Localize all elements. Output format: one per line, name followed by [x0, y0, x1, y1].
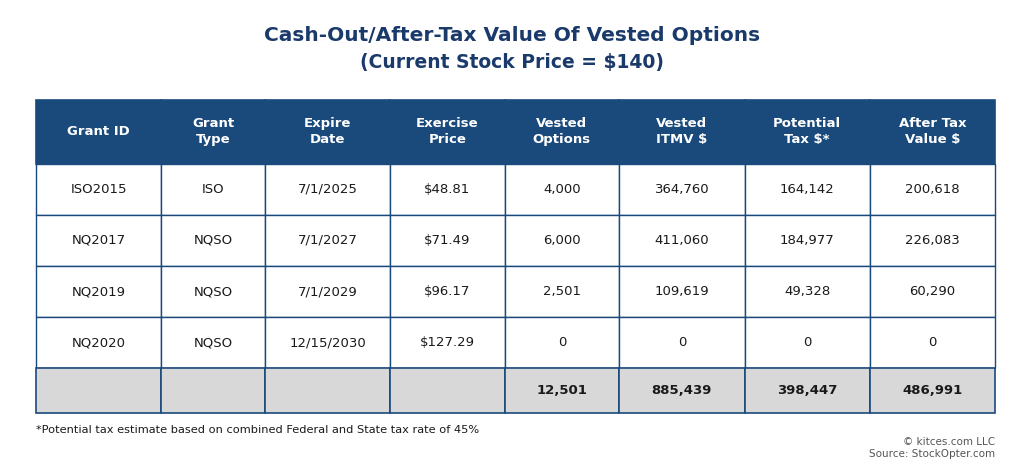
FancyBboxPatch shape	[870, 317, 995, 368]
FancyBboxPatch shape	[161, 368, 265, 413]
FancyBboxPatch shape	[620, 164, 744, 215]
FancyBboxPatch shape	[744, 266, 870, 317]
Text: *Potential tax estimate based on combined Federal and State tax rate of 45%: *Potential tax estimate based on combine…	[36, 425, 479, 435]
FancyBboxPatch shape	[161, 164, 265, 215]
Text: 0: 0	[929, 336, 937, 349]
FancyBboxPatch shape	[161, 266, 265, 317]
Text: NQ2017: NQ2017	[72, 234, 126, 247]
FancyBboxPatch shape	[265, 164, 390, 215]
FancyBboxPatch shape	[870, 100, 995, 164]
FancyBboxPatch shape	[620, 266, 744, 317]
FancyBboxPatch shape	[36, 164, 161, 215]
FancyBboxPatch shape	[161, 100, 265, 164]
Text: $127.29: $127.29	[420, 336, 475, 349]
Text: After Tax
Value $: After Tax Value $	[899, 117, 967, 146]
FancyBboxPatch shape	[505, 215, 620, 266]
FancyBboxPatch shape	[161, 317, 265, 368]
Text: 109,619: 109,619	[654, 285, 710, 298]
FancyBboxPatch shape	[744, 100, 870, 164]
FancyBboxPatch shape	[36, 100, 161, 164]
Text: (Current Stock Price = $140): (Current Stock Price = $140)	[360, 53, 664, 72]
FancyBboxPatch shape	[265, 317, 390, 368]
FancyBboxPatch shape	[744, 368, 870, 413]
FancyBboxPatch shape	[620, 100, 744, 164]
FancyBboxPatch shape	[265, 368, 390, 413]
FancyBboxPatch shape	[620, 368, 744, 413]
Text: NQ2019: NQ2019	[72, 285, 126, 298]
Text: 226,083: 226,083	[905, 234, 961, 247]
Text: 398,447: 398,447	[777, 384, 838, 397]
FancyBboxPatch shape	[505, 317, 620, 368]
FancyBboxPatch shape	[390, 215, 505, 266]
Text: 7/1/2029: 7/1/2029	[298, 285, 357, 298]
Text: Grant ID: Grant ID	[68, 125, 130, 138]
FancyBboxPatch shape	[505, 100, 620, 164]
FancyBboxPatch shape	[390, 368, 505, 413]
FancyBboxPatch shape	[505, 368, 620, 413]
Text: Vested
Options: Vested Options	[532, 117, 591, 146]
Text: 0: 0	[558, 336, 566, 349]
Text: 12,501: 12,501	[537, 384, 588, 397]
Text: 4,000: 4,000	[543, 182, 581, 196]
FancyBboxPatch shape	[36, 368, 161, 413]
Text: © kitces.com LLC
Source: StockOpter.com: © kitces.com LLC Source: StockOpter.com	[869, 437, 995, 459]
Text: 7/1/2027: 7/1/2027	[298, 234, 357, 247]
FancyBboxPatch shape	[870, 164, 995, 215]
Text: Cash-Out/After-Tax Value Of Vested Options: Cash-Out/After-Tax Value Of Vested Optio…	[264, 26, 760, 45]
FancyBboxPatch shape	[161, 215, 265, 266]
FancyBboxPatch shape	[870, 215, 995, 266]
FancyBboxPatch shape	[505, 266, 620, 317]
Text: 200,618: 200,618	[905, 182, 959, 196]
FancyBboxPatch shape	[505, 164, 620, 215]
Text: 885,439: 885,439	[651, 384, 712, 397]
Text: 49,328: 49,328	[784, 285, 830, 298]
FancyBboxPatch shape	[620, 215, 744, 266]
FancyBboxPatch shape	[870, 368, 995, 413]
Text: 7/1/2025: 7/1/2025	[298, 182, 357, 196]
FancyBboxPatch shape	[744, 317, 870, 368]
Text: 486,991: 486,991	[902, 384, 963, 397]
FancyBboxPatch shape	[265, 266, 390, 317]
FancyBboxPatch shape	[390, 266, 505, 317]
Text: Exercise
Price: Exercise Price	[416, 117, 479, 146]
Text: 2,501: 2,501	[543, 285, 581, 298]
Text: $71.49: $71.49	[424, 234, 471, 247]
Text: 6,000: 6,000	[543, 234, 581, 247]
FancyBboxPatch shape	[265, 100, 390, 164]
Text: 164,142: 164,142	[780, 182, 835, 196]
Text: NQSO: NQSO	[194, 285, 232, 298]
FancyBboxPatch shape	[870, 266, 995, 317]
Text: 364,760: 364,760	[654, 182, 710, 196]
Text: 411,060: 411,060	[654, 234, 710, 247]
FancyBboxPatch shape	[36, 215, 161, 266]
FancyBboxPatch shape	[36, 266, 161, 317]
Text: ISO: ISO	[202, 182, 224, 196]
Text: NQSO: NQSO	[194, 234, 232, 247]
FancyBboxPatch shape	[390, 164, 505, 215]
Text: 12/15/2030: 12/15/2030	[289, 336, 366, 349]
Text: $48.81: $48.81	[424, 182, 471, 196]
Text: Expire
Date: Expire Date	[304, 117, 351, 146]
FancyBboxPatch shape	[620, 317, 744, 368]
Text: 0: 0	[803, 336, 811, 349]
Text: NQ2020: NQ2020	[72, 336, 126, 349]
Text: Vested
ITMV $: Vested ITMV $	[656, 117, 708, 146]
Text: $96.17: $96.17	[424, 285, 471, 298]
FancyBboxPatch shape	[265, 215, 390, 266]
Text: NQSO: NQSO	[194, 336, 232, 349]
FancyBboxPatch shape	[744, 215, 870, 266]
FancyBboxPatch shape	[390, 317, 505, 368]
Text: Potential
Tax $*: Potential Tax $*	[773, 117, 842, 146]
Text: 184,977: 184,977	[780, 234, 835, 247]
FancyBboxPatch shape	[390, 100, 505, 164]
Text: 60,290: 60,290	[909, 285, 955, 298]
FancyBboxPatch shape	[36, 317, 161, 368]
FancyBboxPatch shape	[744, 164, 870, 215]
Text: ISO2015: ISO2015	[71, 182, 127, 196]
Text: Grant
Type: Grant Type	[191, 117, 234, 146]
Text: 0: 0	[678, 336, 686, 349]
